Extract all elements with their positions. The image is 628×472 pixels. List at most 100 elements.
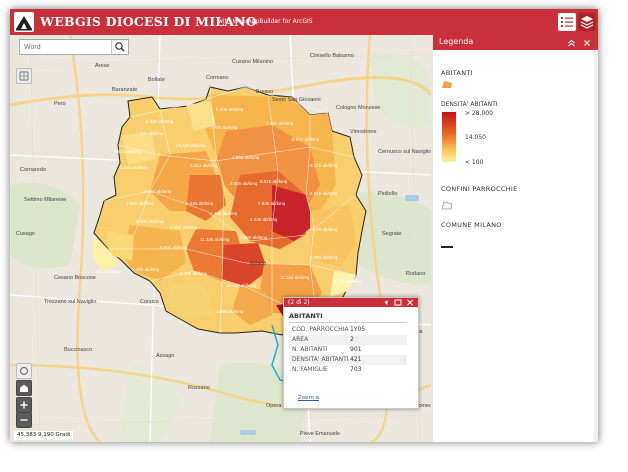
place-label: Cologno Monzese [336,105,380,111]
abitanti-symbol-icon [442,81,452,88]
search-button[interactable] [111,40,128,54]
locate-button[interactable] [16,363,32,379]
layers-icon [580,16,594,29]
place-label: Assago [156,353,174,359]
popup-field-row: N. ABITANTI 901 [289,345,407,355]
place-label: Cinisello Balsamo [310,53,354,59]
legend-layer-comune: COMUNE MILANO [441,221,502,229]
zoom-in-button[interactable] [16,397,32,413]
field-value: 703 [350,366,362,373]
density-label: 1.655 ab/kmq [216,309,244,314]
place-label: Cusano Milanino [232,59,273,65]
place-label: Corsico [140,299,159,305]
place-label: Baranzate [112,87,137,93]
field-value: 2 [350,336,354,343]
density-label: 2.459 ab/kmq [210,211,238,216]
legend-list-button[interactable] [558,13,576,31]
density-label: 9.432 ab/kmq [146,119,174,124]
field-label: DENSITA' ABITANTI [292,356,349,363]
density-label: 1.053 ab/kmq [120,165,148,170]
maximize-icon[interactable] [394,299,402,306]
search-box [19,39,129,55]
density-color-ramp [442,112,456,162]
place-label: Cernusco sul Naviglio [378,149,431,155]
layers-button[interactable] [578,13,596,31]
density-label: 3.606 ab/kmq [232,155,260,160]
coordinate-readout: 45,383 9,190 Gradi [14,431,74,440]
field-value: 421 [350,356,362,363]
diocese-logo [14,12,34,32]
legend-title: Legenda [439,37,474,46]
place-label: Bollate [148,77,165,83]
density-label: 8.498 ab/kmq [180,271,208,276]
popup-field-row: N. FAMIGLIE 703 [289,365,407,375]
density-label: 7.930 ab/kmq [258,201,286,206]
place-label: Pieve Emanuele [300,431,340,437]
previous-feature-icon[interactable] [382,299,390,306]
comune-boundary-symbol [441,246,453,248]
place-label: Rodano [406,271,425,277]
popup-title: ABITANTI [289,312,323,320]
density-label: 6.040 ab/kmq [186,201,214,206]
place-label: Buccinasco [64,347,92,353]
list-icon [561,17,573,27]
legend-scrollbar[interactable] [594,50,598,442]
field-label: N. ABITANTI [292,346,328,353]
density-label: 5.305 ab/kmq [216,107,244,112]
density-label: 6.190 ab/kmq [240,235,268,240]
app-window: WEBGIS DIOCESI DI MILANO with Web AppBui… [10,9,598,442]
zoom-out-button[interactable] [16,412,32,428]
place-label: Pioltello [378,191,397,197]
popup-field-row: COD. PARROCCHIA 1Y05 [289,325,407,335]
app-header: WEBGIS DIOCESI DI MILANO with Web AppBui… [10,9,598,35]
legend-layer-confini: CONFINI PARROCCHIE [441,185,518,193]
place-label: Bresso [256,89,273,95]
popup-field-row: DENSITA' ABITANTI 421 [289,355,407,365]
density-label: 10.315 ab/kmq [176,143,206,148]
plus-icon [20,401,28,409]
field-value: 901 [350,346,362,353]
app-title: WEBGIS DIOCESI DI MILANO [40,14,257,29]
place-label: Settimo Milanese [24,197,66,203]
density-label: 1.860 ab/kmq [126,201,154,206]
legend-field-label: DENSITA' ABITANTI [441,101,498,108]
collapse-icon[interactable] [567,39,576,47]
parish-boundary-symbol-icon [441,201,453,210]
field-label: AREA [292,336,309,343]
home-icon [20,384,28,392]
popup-header: (2 di 2) [284,298,418,307]
density-label: 4.230 ab/kmq [250,217,278,222]
field-label: N. FAMIGLIE [292,366,328,373]
density-label: 3.256 ab/kmq [310,255,338,260]
place-label: Pero [54,101,66,107]
density-label: 5.412 ab/kmq [190,163,218,168]
density-label: 6.152 ab/kmq [170,225,198,230]
basemap-toggle-button[interactable] [16,68,32,84]
close-icon[interactable] [406,299,414,306]
app-subtitle: with Web AppBuilder for ArcGIS [218,18,313,25]
density-label: 2.480 ab/kmq [132,267,160,272]
place-label: Milano [250,261,266,267]
density-label: 2.442 ab/kmq [144,189,172,194]
search-input[interactable] [20,40,112,54]
zoom-to-link[interactable]: Zoom a [298,395,319,401]
density-label: 11.325 ab/kmq [200,237,230,242]
place-label: Cesano Boscone [54,275,96,281]
minus-icon [20,419,28,421]
density-label: 4.614 ab/kmq [114,149,142,154]
density-label: 4.541 ab/kmq [334,279,362,284]
legend-layer-abitanti: ABITANTI [441,69,473,77]
close-icon[interactable] [583,39,591,47]
field-value: 1Y05 [350,326,366,333]
place-label: Trezzano sul Naviglio [44,299,96,305]
basemap-water [240,195,419,435]
place-label: Cornaredo [20,167,46,173]
legend-panel: Legenda ABITANTI DENSITA' ABITANTI > 28.… [433,35,598,442]
popup-divider [289,322,407,323]
legend-header: Legenda [433,35,598,50]
density-label: 7.157 ab/kmq [266,121,294,126]
home-button[interactable] [16,380,32,396]
place-label: Rozzano [188,385,210,391]
density-label: 3.128 ab/kmq [310,227,338,232]
density-label: 2.210 ab/kmq [310,163,338,168]
